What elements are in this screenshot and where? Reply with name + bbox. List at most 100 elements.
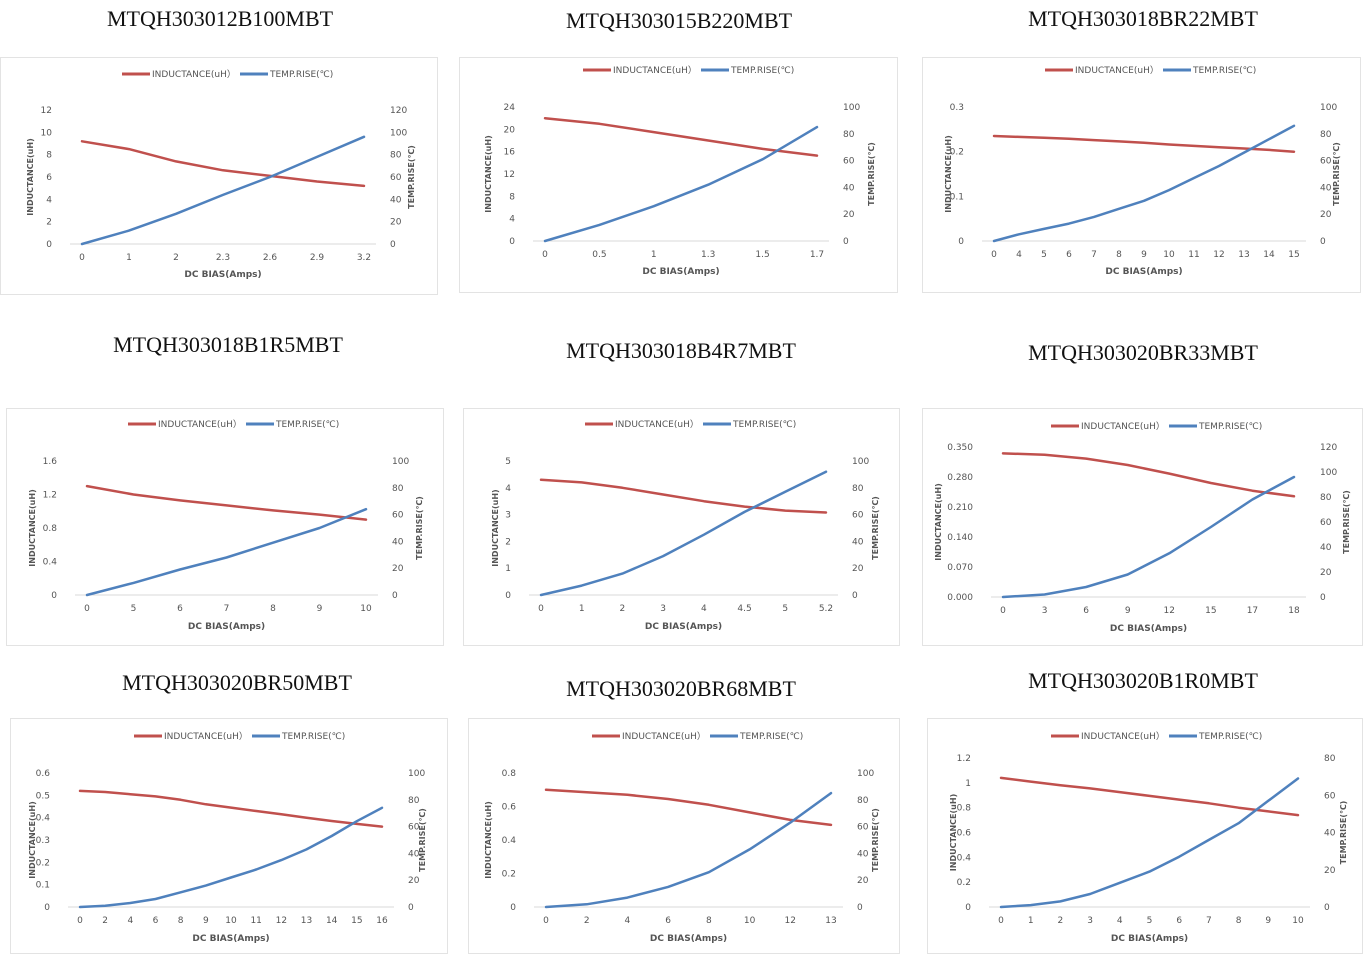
chart-panel-9: MTQH303020B1R0MBT 0 0.2 0.4 0.6 0.8 1 1.2 0 20 40…: [921, 664, 1365, 954]
x-tick-label: 0.5: [592, 250, 606, 260]
y2-tick-label: 0: [843, 237, 849, 247]
y2-tick-label: 120: [1320, 443, 1337, 453]
y2-tick-label: 20: [1320, 210, 1332, 220]
legend-label-inductance: INDUCTANCE(uH）: [613, 65, 697, 76]
chart-frame: [463, 408, 900, 646]
y-tick-label: 1.2: [43, 491, 57, 501]
x-tick-label: 6: [1066, 250, 1072, 260]
chart-panel-5: MTQH303018B4R7MBT 0 1 2 3 4 5 0 20 40 60 80 100 0 1 2 3…: [458, 330, 904, 650]
legend-label-temp-rise: TEMP.RISE(℃): [281, 732, 345, 742]
temp-rise-series-line: [544, 791, 833, 909]
x-tick-label: 5: [1147, 916, 1153, 926]
y2-tick-label: 100: [857, 769, 874, 779]
y2-tick-label: 100: [852, 457, 869, 467]
y2-tick-label: 40: [408, 849, 420, 859]
x-tick-label: 4: [701, 604, 707, 614]
chart-title: MTQH303018B1R5MBT: [113, 332, 343, 357]
x-tick-label: 4: [625, 916, 631, 926]
y2-tick-label: 40: [1324, 829, 1336, 839]
x-axis-title: DC BIAS(Amps): [192, 934, 269, 944]
y2-tick-label: 20: [1320, 568, 1332, 578]
x-tick-label: 2: [1058, 916, 1064, 926]
y2-tick-label: 60: [392, 511, 404, 521]
y2-tick-label: 80: [408, 796, 420, 806]
y2-tick-label: 0: [1324, 903, 1330, 913]
inductance-series-line: [78, 789, 384, 828]
y2-axis-title: TEMP.RISE(℃): [1339, 801, 1348, 865]
x-tick-label: 9: [1265, 916, 1271, 926]
x-tick-label: 1: [579, 604, 585, 614]
legend-label-inductance: INDUCTANCE(uH）: [1081, 731, 1165, 742]
chart-svg-2: 0 4 8 12 16 20 24 0 20 40 60 80 100 0 0.5 1 1.3 1.5 1.7 DC …: [484, 65, 876, 277]
x-tick-label: 2: [102, 916, 108, 926]
x-tick-label: 13: [301, 916, 312, 926]
y2-tick-label: 80: [843, 130, 855, 140]
x-tick-label: 4: [127, 916, 133, 926]
y2-tick-label: 80: [392, 484, 404, 494]
y-tick-label: 0: [505, 591, 511, 601]
temp-rise-series-line: [539, 470, 828, 597]
chart-panel-3: MTQH303018BR22MBT 0 0.1 0.2 0.3 0 20 40 60 80 100…: [921, 0, 1365, 300]
x-tick-label: 7: [224, 604, 230, 614]
y2-tick-label: 40: [390, 195, 402, 205]
x-axis-title: DC BIAS(Amps): [650, 934, 727, 944]
x-tick-label: 16: [376, 916, 388, 926]
x-tick-label: 0: [998, 916, 1004, 926]
y2-axis-title: TEMP.RISE(℃): [1342, 490, 1351, 554]
y2-tick-label: 40: [857, 849, 869, 859]
x-tick-label: 9: [317, 604, 323, 614]
inductance-series-line: [992, 134, 1296, 153]
y2-tick-label: 40: [1320, 183, 1332, 193]
x-axis-title: DC BIAS(Amps): [642, 267, 719, 277]
temp-rise-series-line: [78, 806, 384, 909]
chart-title: MTQH303020BR50MBT: [122, 670, 352, 695]
x-tick-label: 18: [1288, 606, 1300, 616]
y2-tick-label: 40: [392, 537, 404, 547]
legend-label-temp-rise: TEMP.RISE(℃): [1192, 66, 1256, 76]
y2-tick-label: 20: [843, 210, 855, 220]
y2-tick-label: 0: [1320, 237, 1326, 247]
x-tick-label: 6: [153, 916, 159, 926]
x-tick-label: 14: [326, 916, 338, 926]
inductance-series-line: [85, 484, 368, 521]
x-tick-label: 15: [351, 916, 362, 926]
x-tick-label: 15: [1288, 250, 1299, 260]
y2-tick-label: 80: [390, 151, 402, 161]
y2-tick-label: 60: [390, 173, 402, 183]
x-tick-label: 17: [1247, 606, 1258, 616]
x-tick-label: 4.5: [737, 604, 751, 614]
chart-panel-7: MTQH303020BR50MBT 0 0.1 0.2 0.3 0.4 0.5 0.6 0 20…: [0, 664, 450, 954]
y2-tick-label: 60: [1320, 518, 1332, 528]
y-tick-label: 0.8: [502, 769, 517, 779]
y-tick-label: 0.6: [36, 769, 51, 779]
legend-label-inductance: INDUCTANCE(uH）: [152, 69, 236, 80]
y2-tick-label: 60: [857, 823, 869, 833]
y2-tick-label: 100: [1320, 103, 1337, 113]
y-tick-label: 8: [46, 151, 52, 161]
chart-svg-9: 0 0.2 0.4 0.6 0.8 1 1.2 0 20 40 60 80 0 1 2 3 4 5 6 7 8 9 10 DC…: [949, 731, 1348, 944]
chart-svg-4: 0 0.4 0.8 1.2 1.6 0 20 40 60 80 100 0 5 6 7 8 9 10 DC BIAS…: [28, 419, 424, 632]
chart-panel-8: MTQH303020BR68MBT 0 0.2 0.4 0.6 0.8 0 20 40 60 80…: [458, 664, 904, 954]
x-tick-label: 14: [1263, 250, 1275, 260]
y-tick-label: 0.6: [502, 803, 517, 813]
y-tick-label: 0.5: [36, 791, 50, 801]
x-tick-label: 6: [1083, 606, 1089, 616]
x-tick-label: 8: [1236, 916, 1242, 926]
x-tick-label: 4: [1117, 916, 1123, 926]
x-tick-label: 1.5: [755, 250, 769, 260]
y-tick-label: 0: [509, 237, 515, 247]
y2-tick-label: 20: [408, 876, 420, 886]
y2-axis-title: TEMP.RISE(℃): [871, 496, 880, 560]
chart-frame: [468, 718, 900, 954]
y-tick-label: 5: [505, 457, 511, 467]
y-tick-label: 6: [46, 173, 52, 183]
y-tick-label: 20: [504, 125, 516, 135]
x-tick-label: 1: [1028, 916, 1034, 926]
x-tick-label: 8: [1116, 250, 1122, 260]
y2-tick-label: 60: [852, 511, 864, 521]
chart-title: MTQH303012B100MBT: [106, 6, 334, 31]
chart-frame: [459, 57, 898, 293]
x-tick-label: 3: [660, 604, 666, 614]
x-tick-label: 9: [203, 916, 209, 926]
y2-tick-label: 60: [843, 157, 855, 167]
